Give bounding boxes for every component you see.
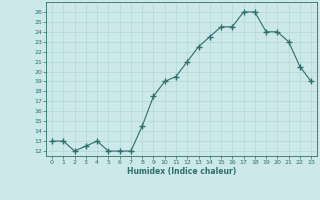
X-axis label: Humidex (Indice chaleur): Humidex (Indice chaleur) bbox=[127, 167, 236, 176]
